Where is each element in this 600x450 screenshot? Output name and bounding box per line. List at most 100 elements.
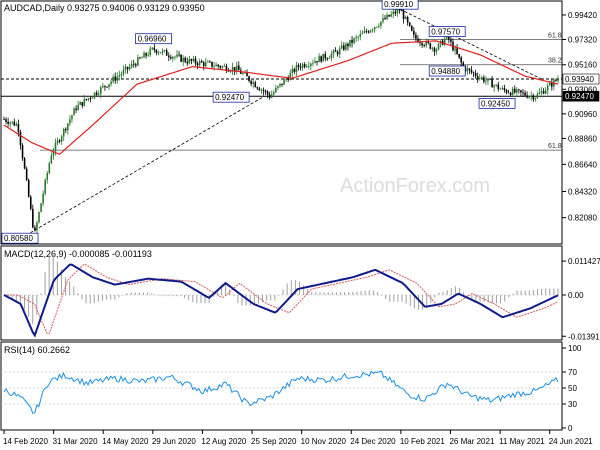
candle-body [314,61,316,63]
candle-body [308,66,310,67]
candle-body [493,85,495,88]
candle-body [89,98,92,100]
candle-body [501,88,504,89]
candle-body [161,50,164,53]
candle-body [137,57,139,66]
candle-body [289,73,292,81]
candle-body [534,98,537,100]
candle-body [470,69,473,73]
candle-body [394,11,397,14]
price-annotation-label: 0.94880 [431,67,460,76]
candle-body [110,81,112,85]
candle-body [353,38,355,43]
candle-body [540,91,543,93]
candle-body [196,63,199,66]
candle-body [516,89,518,93]
candle-body [170,57,172,59]
candle-body [7,121,9,124]
candle-body [246,72,248,77]
candle-body [172,56,174,59]
candle-body [330,53,333,58]
candle-body [365,30,368,32]
candle-body [497,84,500,90]
price-level-tag [562,90,600,102]
price-tick-label: 0.82080 [568,214,597,223]
candle-body [522,92,524,94]
candle-body [130,63,133,67]
price-annotation-label: 0.96960 [138,35,167,44]
candle-body [532,95,535,100]
candle-body [52,151,55,156]
candle-body [466,68,469,72]
candle-body [132,63,135,65]
trend-line-resistance [399,8,542,80]
candle-body [215,64,217,67]
price-annotation-label: 0.99910 [384,0,413,9]
candle-body [112,76,114,82]
candle-body [557,79,559,81]
candle-body [50,155,53,164]
candle-body [526,95,528,98]
candle-body [155,49,158,53]
candle-body [524,92,526,96]
candle-body [40,203,42,213]
fib-level-label: 38.2 [548,58,562,65]
candle-body [198,61,201,66]
candle-body [415,34,417,39]
candle-body [468,68,471,70]
candle-body [382,18,384,22]
candle-body [312,62,314,64]
x-tick-label: 14 May 2020 [102,437,149,446]
price-annotation-box [381,0,419,10]
candle-body [58,140,61,142]
candle-body [388,14,390,17]
candle-body [71,115,73,120]
rsi-tick-label: 100 [568,344,582,353]
candle-body [402,10,405,20]
candle-body [190,59,193,61]
candle-body [454,48,456,51]
candle-body [147,55,149,56]
candle-body [343,45,345,50]
candle-body [396,9,399,14]
candle-body [252,82,254,84]
x-tick-label: 24 Dec 2020 [350,437,396,446]
candle-body [291,68,294,74]
candle-body [301,64,304,68]
candle-body [369,30,372,33]
candle-body [378,26,380,27]
candle-body [349,39,351,47]
candle-body [425,41,427,46]
macd-lines [3,263,559,338]
candle-body [77,104,79,110]
candle-body [303,64,306,67]
candle-body [363,30,366,34]
candle-body [460,57,463,63]
candle-body [546,85,549,91]
candle-body [338,48,341,55]
candle-body [250,80,252,84]
candle-body [67,123,69,131]
candle-body [398,9,401,11]
candle-body [102,85,104,88]
candle-body [268,94,271,98]
candle-body [322,53,325,62]
candle-body [165,50,168,56]
moving-average-line [3,40,559,155]
candle-body [485,80,487,82]
candle-body [386,14,388,20]
price-tick-label: 0.97320 [568,35,597,44]
candle-body [507,92,510,94]
candle-body [318,56,320,63]
x-tick-label: 25 Sep 2020 [251,437,297,446]
candle-body [530,95,533,97]
candle-body [380,21,382,27]
candle-body [54,142,57,152]
candle-body [27,180,30,197]
candle-body [345,43,347,50]
price-tick-label: 0.93060 [568,85,597,94]
x-tick-label: 12 Aug 2020 [201,437,246,446]
candle-body [262,89,265,92]
candle-body [163,50,166,51]
candle-body [248,76,250,81]
